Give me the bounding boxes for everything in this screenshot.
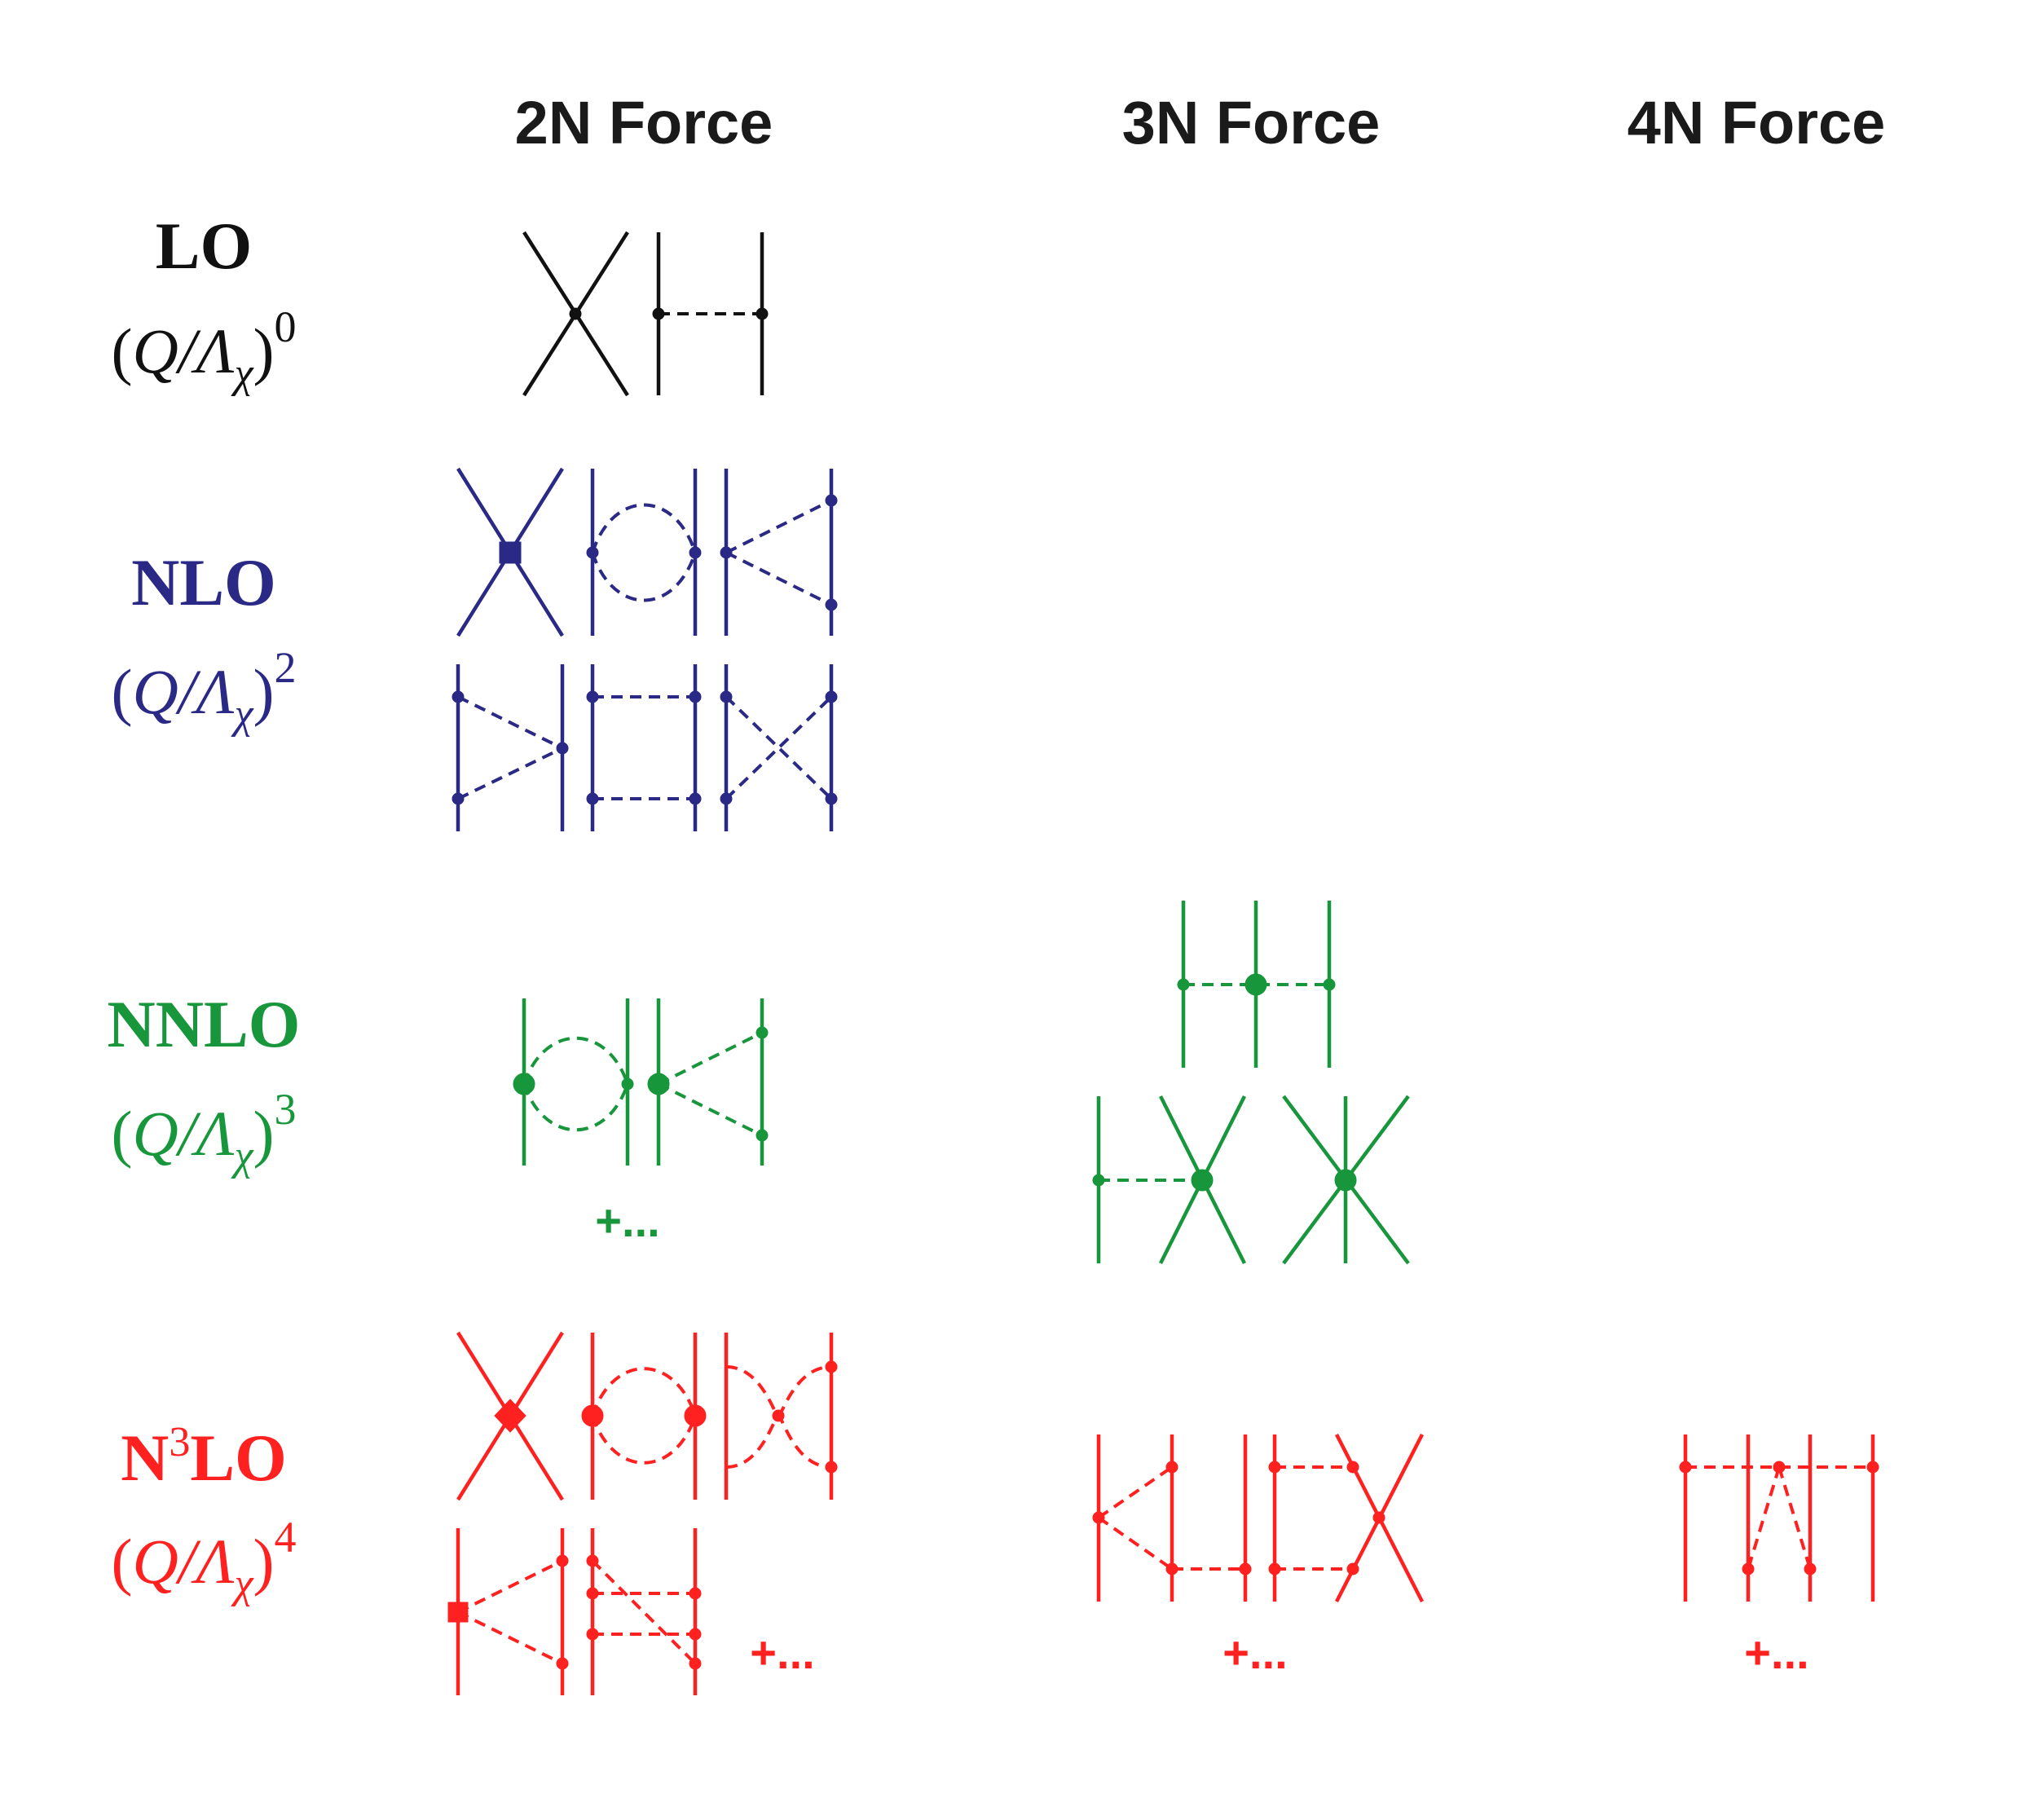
plus-more-n3lo-4n: +... [1744,1627,1809,1678]
n3lo-3n-pion-contact-diagram [1268,1433,1425,1603]
n3lo-three-pion-exchange-diagram [586,1528,702,1695]
nlo-football-diagram [586,469,702,636]
lo-one-pion-exchange-diagram [652,232,769,395]
nnlo-3n-contact-diagram [1282,1095,1410,1265]
n3lo-2n-diagrams [447,1331,838,1695]
order-label-lo: LO [155,209,253,283]
n3lo-planar-loop-diagram [724,1333,838,1500]
nlo-crossed-box-diagram [720,664,838,831]
n3lo-football-diagram [581,1333,707,1500]
nlo-contact-diagram [456,467,564,637]
scale-label-nnlo: (Q/Λχ)3 [111,1085,297,1179]
scale-label-lo: (Q/Λχ)0 [111,302,297,397]
nnlo-football-diagram [513,998,634,1166]
nlo-triangle-mirror-diagram [452,664,569,831]
n3lo-contact-diagram [456,1331,564,1501]
nlo-triangle-diagram [720,469,838,636]
scale-label-n3lo: (Q/Λχ)4 [111,1513,297,1607]
nlo-2n-diagrams [452,467,838,831]
plus-more-nnlo-2n: +... [595,1195,660,1246]
lo-2n-diagrams [522,231,769,397]
n3lo-3n-ring-diagram [1092,1434,1252,1602]
column-header-3n: 3N Force [1121,89,1381,156]
nlo-box-diagram [586,664,702,831]
plus-more-n3lo-2n: +... [750,1627,815,1678]
order-label-nnlo: NNLO [107,987,301,1061]
nnlo-triangle-diagram [647,998,769,1166]
scale-label-nlo: (Q/Λχ)2 [111,643,297,738]
column-header-2n: 2N Force [514,89,773,156]
order-label-n3lo: N3LO [121,1419,287,1495]
n3lo-4n-diagrams [1679,1434,1879,1602]
lo-contact-diagram [522,231,629,397]
plus-more-n3lo-3n: +... [1222,1627,1288,1678]
n3lo-triangle-subleading-diagram [447,1528,569,1695]
nnlo-3n-one-pion-contact-diagram [1092,1095,1247,1265]
column-header-4n: 4N Force [1627,89,1886,156]
nnlo-2n-diagrams [513,998,769,1166]
nnlo-3n-diagrams [1092,901,1410,1265]
n3lo-3n-diagrams [1092,1433,1425,1603]
nnlo-3n-two-pion-exchange-diagram [1177,901,1336,1068]
order-label-nlo: NLO [131,545,276,619]
n3lo-4n-pion-exchange-diagram [1679,1434,1879,1602]
